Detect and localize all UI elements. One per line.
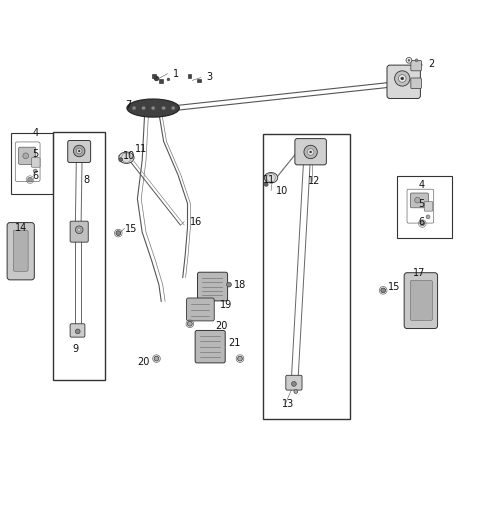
FancyBboxPatch shape [187, 298, 214, 321]
Circle shape [78, 228, 81, 231]
Bar [159, 79, 163, 83]
Text: 10: 10 [276, 186, 288, 196]
Text: 1: 1 [173, 69, 180, 79]
Text: 13: 13 [282, 399, 294, 409]
Circle shape [395, 71, 410, 86]
Circle shape [426, 215, 430, 219]
Circle shape [291, 381, 296, 386]
Circle shape [307, 148, 314, 155]
Bar [11, 133, 53, 194]
Circle shape [34, 169, 37, 173]
Circle shape [294, 390, 298, 393]
Circle shape [304, 145, 317, 159]
Text: 2: 2 [429, 59, 435, 69]
Circle shape [132, 106, 136, 110]
Text: 7: 7 [125, 100, 131, 110]
Text: 11: 11 [135, 144, 147, 154]
Text: 10: 10 [123, 151, 135, 161]
FancyBboxPatch shape [13, 230, 28, 271]
Circle shape [76, 148, 82, 154]
Text: 12: 12 [308, 176, 320, 185]
Circle shape [227, 282, 231, 287]
Circle shape [73, 145, 85, 157]
Text: 11: 11 [263, 175, 275, 185]
Text: 15: 15 [124, 224, 137, 234]
FancyBboxPatch shape [387, 65, 420, 98]
FancyBboxPatch shape [295, 139, 326, 165]
Circle shape [398, 75, 406, 82]
Circle shape [75, 329, 80, 334]
Text: 4: 4 [33, 128, 39, 138]
Bar [152, 74, 156, 77]
Text: 20: 20 [215, 321, 228, 331]
Circle shape [406, 57, 412, 63]
Circle shape [151, 106, 155, 110]
Text: 5: 5 [418, 199, 424, 208]
Text: 6: 6 [418, 217, 424, 227]
Circle shape [408, 59, 410, 61]
Bar [188, 74, 192, 77]
FancyBboxPatch shape [19, 147, 36, 164]
Circle shape [116, 231, 120, 236]
Ellipse shape [127, 99, 180, 117]
Circle shape [415, 59, 418, 62]
Bar [53, 132, 106, 380]
Text: 6: 6 [33, 171, 39, 181]
FancyBboxPatch shape [32, 158, 40, 167]
Circle shape [154, 76, 159, 81]
FancyBboxPatch shape [424, 202, 433, 211]
Text: 21: 21 [228, 338, 240, 348]
Circle shape [381, 288, 385, 293]
Bar [197, 79, 201, 82]
FancyBboxPatch shape [404, 273, 438, 329]
Text: 20: 20 [137, 357, 149, 368]
Text: 4: 4 [418, 180, 424, 190]
FancyBboxPatch shape [410, 193, 429, 208]
Circle shape [78, 150, 80, 152]
FancyBboxPatch shape [68, 140, 91, 162]
Circle shape [23, 153, 29, 159]
Bar [396, 176, 452, 238]
Text: 17: 17 [413, 268, 425, 278]
FancyBboxPatch shape [70, 221, 88, 242]
Text: 5: 5 [33, 150, 39, 159]
Circle shape [154, 356, 159, 361]
Circle shape [238, 356, 242, 361]
Text: 9: 9 [72, 344, 78, 354]
Circle shape [310, 151, 312, 153]
Circle shape [188, 322, 192, 326]
FancyBboxPatch shape [411, 60, 421, 71]
Circle shape [75, 226, 83, 233]
Circle shape [420, 221, 425, 226]
FancyBboxPatch shape [195, 330, 225, 363]
FancyBboxPatch shape [410, 281, 432, 321]
Text: 15: 15 [388, 282, 400, 292]
Text: 18: 18 [234, 280, 247, 290]
Ellipse shape [264, 173, 278, 183]
Circle shape [264, 182, 268, 186]
Text: 8: 8 [83, 175, 89, 185]
FancyBboxPatch shape [198, 272, 228, 301]
Circle shape [28, 177, 33, 182]
Text: 19: 19 [220, 300, 232, 310]
Circle shape [119, 158, 122, 161]
Circle shape [142, 106, 145, 110]
Circle shape [415, 197, 420, 203]
Circle shape [171, 106, 175, 110]
Circle shape [162, 106, 166, 110]
Bar [263, 134, 350, 419]
Circle shape [167, 78, 170, 81]
FancyBboxPatch shape [70, 324, 85, 337]
FancyBboxPatch shape [286, 375, 302, 390]
Circle shape [401, 77, 404, 80]
Text: 16: 16 [190, 217, 202, 227]
FancyBboxPatch shape [7, 223, 34, 280]
FancyBboxPatch shape [411, 78, 421, 89]
Text: 14: 14 [15, 223, 27, 233]
Ellipse shape [119, 152, 134, 163]
Text: 3: 3 [206, 72, 213, 81]
